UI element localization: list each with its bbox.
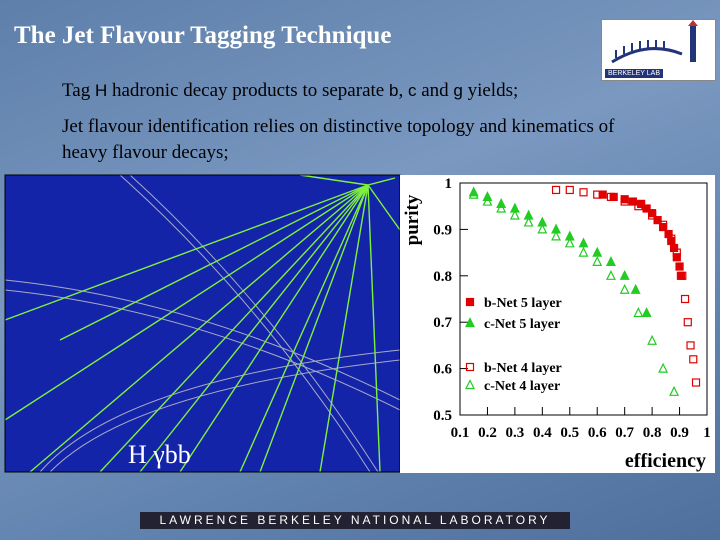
data-point bbox=[605, 269, 616, 280]
logo: BERKELEY LAB bbox=[601, 19, 716, 81]
data-point bbox=[664, 229, 673, 239]
y-axis-label: purity bbox=[402, 194, 423, 245]
data-point bbox=[648, 209, 657, 218]
y-tick-label: 0.6 bbox=[433, 362, 452, 378]
text: hadronic decay products to separate bbox=[107, 80, 389, 101]
data-point bbox=[606, 192, 616, 202]
data-point bbox=[637, 199, 646, 208]
data-point bbox=[523, 216, 534, 227]
data-point bbox=[537, 223, 548, 234]
data-point bbox=[592, 256, 603, 266]
y-tick-label: 0.8 bbox=[433, 269, 452, 285]
data-point bbox=[669, 385, 680, 396]
data-point bbox=[619, 269, 630, 280]
data-point bbox=[669, 243, 679, 253]
bullet: Jet flavour identification relies on dis… bbox=[62, 116, 615, 163]
symbol: H bbox=[94, 81, 108, 100]
text: Tag bbox=[62, 80, 95, 101]
x-tick-label: 0.8 bbox=[643, 425, 662, 441]
data-point bbox=[468, 188, 479, 199]
data-point bbox=[628, 197, 638, 206]
legend-marker bbox=[465, 379, 475, 390]
text: , bbox=[398, 80, 408, 101]
data-point bbox=[642, 204, 651, 213]
data-point bbox=[672, 248, 681, 257]
legend-label: b-Net 5 layer bbox=[484, 296, 562, 311]
data-point bbox=[667, 234, 676, 243]
data-point bbox=[634, 202, 643, 211]
event-display bbox=[4, 174, 401, 473]
data-point bbox=[641, 307, 652, 318]
data-point bbox=[564, 237, 575, 248]
data-point bbox=[689, 355, 698, 364]
legend-label: c-Net 4 layer bbox=[484, 379, 560, 394]
data-point bbox=[605, 256, 616, 266]
data-point bbox=[686, 341, 695, 350]
x-tick-label: 0.7 bbox=[615, 425, 634, 441]
data-point bbox=[509, 209, 520, 220]
data-point bbox=[653, 216, 662, 225]
data-point bbox=[675, 262, 684, 271]
legend-label: b-Net 4 layer bbox=[484, 361, 562, 376]
data-point bbox=[672, 253, 681, 262]
bullet: Tag H hadronic decay products to separat… bbox=[62, 78, 642, 104]
footer: LAWRENCE BERKELEY NATIONAL LABORATORY bbox=[140, 512, 570, 529]
x-tick-label: 0.3 bbox=[506, 425, 525, 441]
event-label: H γbb bbox=[128, 440, 191, 469]
x-tick-label: 0.5 bbox=[560, 425, 579, 441]
symbol: g bbox=[453, 81, 463, 100]
y-tick-label: 1 bbox=[445, 176, 453, 192]
y-tick-label: 0.9 bbox=[433, 222, 452, 238]
data-point bbox=[680, 294, 690, 304]
x-tick-label: 0.1 bbox=[451, 425, 470, 441]
data-point bbox=[658, 220, 668, 229]
legend-label: c-Net 5 layer bbox=[484, 317, 560, 332]
data-point bbox=[482, 195, 493, 206]
logo-art bbox=[611, 20, 698, 64]
text: and bbox=[416, 80, 454, 101]
data-point bbox=[620, 195, 629, 204]
y-tick-label: 0.5 bbox=[433, 408, 452, 424]
x-tick-label: 0.4 bbox=[533, 425, 552, 441]
data-point bbox=[691, 378, 701, 387]
legend-marker bbox=[465, 362, 475, 372]
y-tick-label: 0.7 bbox=[433, 315, 452, 331]
x-tick-label: 0.9 bbox=[670, 425, 689, 441]
legend-marker bbox=[465, 297, 475, 307]
data-point bbox=[658, 362, 669, 373]
data-point bbox=[496, 202, 507, 213]
data-point bbox=[620, 197, 629, 206]
data-point bbox=[633, 307, 644, 318]
text: yields; bbox=[462, 80, 519, 101]
data-point bbox=[678, 271, 687, 280]
data-point bbox=[565, 185, 574, 195]
x-tick-label: 0.6 bbox=[588, 425, 607, 441]
slide-title: The Jet Flavour Tagging Technique bbox=[14, 22, 392, 49]
data-point bbox=[647, 334, 658, 345]
data-point bbox=[551, 185, 561, 195]
data-point bbox=[658, 222, 668, 232]
legend-marker bbox=[465, 317, 475, 328]
data-point bbox=[683, 318, 692, 327]
data-point bbox=[630, 283, 641, 294]
data-point bbox=[578, 246, 589, 257]
logo-text: BERKELEY LAB bbox=[605, 69, 664, 78]
x-axis-label: efficiency bbox=[625, 450, 706, 472]
x-tick-label: 1 bbox=[703, 425, 711, 441]
plot-frame bbox=[459, 182, 708, 416]
x-tick-label: 0.2 bbox=[478, 425, 497, 441]
data-point bbox=[598, 190, 607, 199]
symbol: c bbox=[407, 81, 417, 100]
data-point bbox=[551, 230, 562, 241]
data-point bbox=[619, 283, 630, 294]
symbol: b bbox=[388, 81, 399, 100]
data-point bbox=[579, 188, 588, 197]
data-point bbox=[609, 192, 618, 202]
data-point bbox=[667, 236, 676, 246]
data-point bbox=[648, 211, 657, 220]
data-point bbox=[593, 190, 602, 199]
